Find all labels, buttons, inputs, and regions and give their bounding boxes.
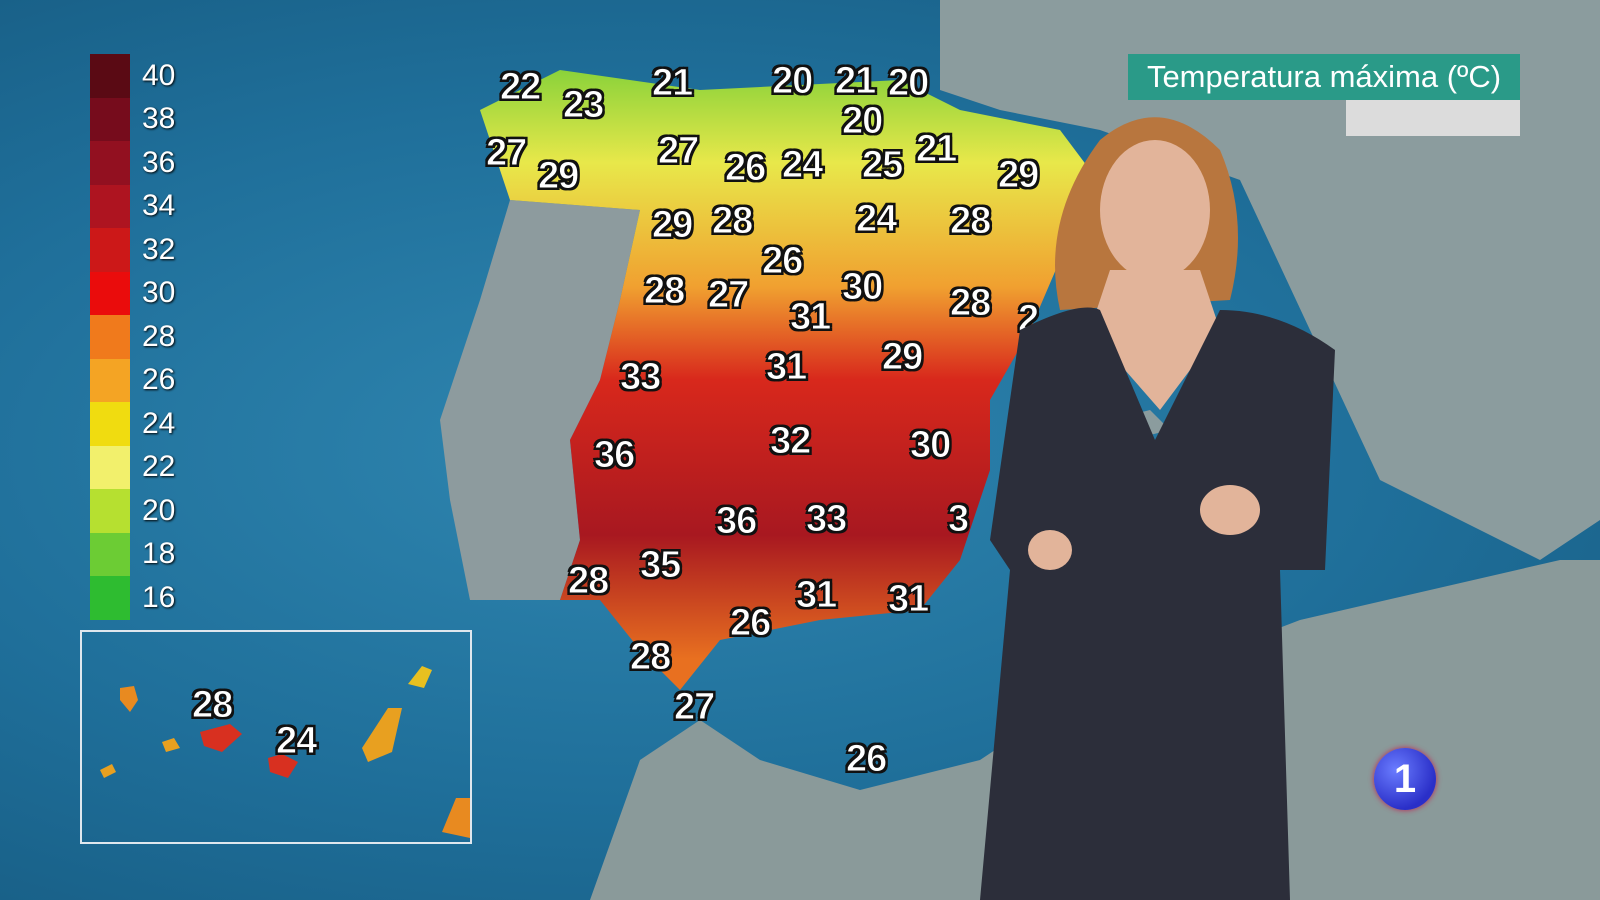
legend-label: 16 <box>142 580 176 614</box>
temperature-label: 36 <box>715 500 757 543</box>
legend-swatch <box>90 228 130 272</box>
temperature-label: 36 <box>593 434 635 477</box>
legend-item: 32 <box>90 228 175 272</box>
temperature-label: 26 <box>729 602 771 645</box>
temperature-label: 27 <box>485 132 527 175</box>
legend-swatch <box>90 271 130 315</box>
legend-label: 40 <box>142 58 176 92</box>
legend-swatch <box>90 532 130 576</box>
temperature-label: 30 <box>909 424 951 467</box>
channel-logo: 1 <box>1374 748 1436 810</box>
legend-item: 18 <box>90 532 176 576</box>
legend-swatch <box>90 358 130 402</box>
temperature-label: 24 <box>781 144 823 187</box>
legend-swatch <box>90 445 130 489</box>
temperature-label: 28 <box>949 200 991 243</box>
temperature-label: 21 <box>915 128 957 171</box>
temperature-label: 20 <box>887 62 929 105</box>
spain-land <box>480 70 1090 690</box>
legend-item: 22 <box>90 445 176 489</box>
temperature-label: 29 <box>537 155 579 198</box>
temperature-label: 23 <box>562 84 604 127</box>
temperature-label: 20 <box>841 100 883 143</box>
france-land <box>940 0 1600 560</box>
legend-item: 36 <box>90 141 175 185</box>
legend-label: 32 <box>142 232 176 266</box>
legend-item: 34 <box>90 184 176 228</box>
temperature-label: 27 <box>657 130 699 173</box>
temperature-label: 24 <box>275 720 317 763</box>
temperature-label: 3 <box>947 498 969 541</box>
temperature-label: 28 <box>643 270 685 313</box>
temperature-label: 28 <box>567 560 609 603</box>
legend-swatch <box>90 141 130 185</box>
temperature-label: 27 <box>707 274 749 317</box>
temperature-label: 35 <box>639 544 681 587</box>
temperature-label: 31 <box>795 574 837 617</box>
map-title-banner: Temperatura máxima (ºC) <box>1128 54 1520 100</box>
legend-swatch <box>90 54 130 98</box>
temperature-label: 28 <box>191 684 233 727</box>
temperature-label: 30 <box>841 266 883 309</box>
temperature-label: 33 <box>619 356 661 399</box>
temperature-label: 31 <box>765 346 807 389</box>
legend-label: 20 <box>142 493 176 527</box>
legend-item: 40 <box>90 54 175 98</box>
temperature-label: 25 <box>861 144 903 187</box>
legend-label: 22 <box>142 450 176 484</box>
temperature-label: 32 <box>769 420 811 463</box>
legend-item: 26 <box>90 358 176 402</box>
temperature-label: 26 <box>724 147 766 190</box>
temperature-label: 26 <box>845 738 887 781</box>
legend-label: 34 <box>142 189 176 223</box>
legend-label: 18 <box>142 537 176 571</box>
legend-swatch <box>90 315 130 359</box>
legend-swatch <box>90 97 130 141</box>
temperature-label: 29 <box>651 204 693 247</box>
temperature-label: 28 <box>949 282 991 325</box>
temperature-label: 31 <box>789 296 831 339</box>
canary-islands-map <box>100 666 470 838</box>
legend-item: 16 <box>90 576 175 620</box>
temperature-label: 29 <box>881 336 923 379</box>
legend-item: 24 <box>90 402 175 446</box>
legend-item: 28 <box>90 315 175 359</box>
legend-item: 30 <box>90 271 176 315</box>
legend-label: 26 <box>142 363 176 397</box>
legend-label: 38 <box>142 102 176 136</box>
legend-swatch <box>90 184 130 228</box>
temperature-label: 21 <box>834 60 876 103</box>
temperature-label: 26 <box>761 240 803 283</box>
temperature-label: 33 <box>805 498 847 541</box>
legend-swatch <box>90 402 130 446</box>
temperature-label: 28 <box>711 200 753 243</box>
legend-item: 20 <box>90 489 175 533</box>
legend-swatch <box>90 489 130 533</box>
presenter <box>980 117 1335 900</box>
legend-label: 36 <box>142 145 176 179</box>
legend-swatch <box>90 576 130 620</box>
temperature-label: 22 <box>499 66 541 109</box>
legend-item: 38 <box>90 97 176 141</box>
canary-islands-inset: 28 24 <box>80 630 472 844</box>
temperature-label: 31 <box>887 578 929 621</box>
temperature-label: 20 <box>771 60 813 103</box>
temperature-label: 28 <box>629 636 671 679</box>
subtitle-bar <box>1346 100 1520 136</box>
legend-label: 30 <box>142 276 176 310</box>
legend-label: 28 <box>142 319 176 353</box>
portugal-land <box>440 200 640 600</box>
temperature-label: 21 <box>651 62 693 105</box>
legend-label: 24 <box>142 406 176 440</box>
temperature-legend: 40 38 36 34 32 30 28 26 24 22 20 18 16 <box>90 54 175 620</box>
temperature-label: 24 <box>855 198 897 241</box>
temperature-label: 27 <box>673 686 715 729</box>
temperature-label: 29 <box>997 154 1039 197</box>
